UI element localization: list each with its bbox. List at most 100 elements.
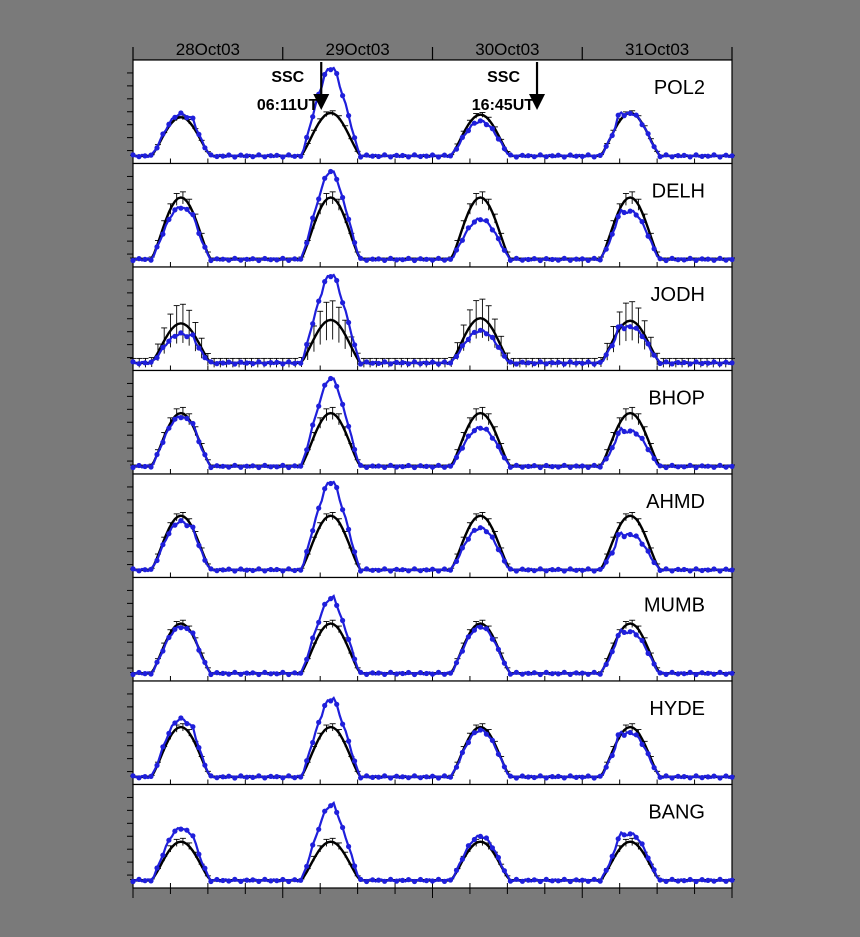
storm-point [693, 773, 699, 779]
storm-point [220, 463, 226, 469]
storm-point [376, 670, 382, 676]
storm-point [705, 256, 711, 262]
storm-point [322, 382, 328, 388]
storm-point [447, 774, 454, 780]
storm-point [184, 334, 190, 340]
storm-point [489, 636, 495, 642]
storm-point [340, 401, 346, 407]
storm-point [717, 154, 723, 160]
storm-point [651, 765, 657, 771]
storm-point [459, 749, 465, 756]
storm-point [495, 547, 501, 553]
storm-point [304, 863, 310, 869]
storm-point [537, 566, 543, 572]
storm-point [657, 670, 663, 676]
storm-point [423, 256, 430, 262]
storm-point [657, 154, 663, 160]
storm-point [178, 330, 184, 336]
storm-point [382, 566, 388, 572]
storm-point [489, 435, 495, 441]
storm-point [567, 671, 573, 678]
storm-point [322, 601, 328, 607]
storm-point [274, 359, 280, 365]
storm-point [244, 360, 250, 366]
storm-point [663, 152, 669, 158]
storm-point [238, 359, 244, 365]
storm-point [136, 462, 142, 469]
storm-point [370, 256, 376, 262]
storm-point [717, 669, 723, 675]
storm-point [136, 775, 142, 781]
storm-point [394, 257, 400, 263]
storm-point [435, 154, 442, 160]
storm-point [184, 625, 190, 632]
storm-point [394, 878, 400, 884]
storm-point [400, 360, 406, 366]
storm-point [663, 359, 669, 365]
storm-point [190, 524, 196, 530]
storm-point [394, 464, 400, 470]
storm-point [585, 773, 591, 779]
storm-point [214, 568, 220, 574]
storm-point [507, 671, 513, 677]
storm-point [555, 671, 561, 677]
storm-point [537, 773, 543, 779]
storm-point [364, 773, 370, 779]
storm-point [423, 567, 430, 573]
storm-point [184, 415, 190, 422]
storm-point [292, 567, 298, 574]
storm-point [603, 867, 609, 873]
storm-point [645, 751, 651, 757]
storm-point [208, 464, 214, 471]
storm-point [525, 774, 531, 780]
storm-point [232, 462, 238, 468]
storm-point [166, 338, 172, 344]
storm-point [388, 462, 394, 468]
storm-point [567, 566, 573, 572]
storm-point [447, 463, 454, 469]
storm-point [459, 648, 465, 654]
storm-point [340, 194, 346, 201]
storm-point [423, 463, 430, 469]
storm-point [459, 237, 465, 243]
storm-point [154, 659, 160, 665]
storm-point [711, 257, 717, 263]
storm-point [579, 360, 585, 366]
storm-point [340, 300, 346, 306]
storm-point [286, 152, 292, 158]
storm-point [142, 774, 148, 780]
storm-point [316, 196, 322, 202]
storm-point [280, 669, 286, 676]
storm-point [669, 669, 675, 675]
storm-point [358, 876, 364, 883]
storm-point [244, 670, 250, 676]
storm-point [292, 153, 298, 159]
storm-point [274, 774, 280, 780]
storm-point [693, 878, 699, 885]
storm-point [465, 843, 471, 849]
storm-point [609, 649, 615, 655]
storm-point [196, 745, 202, 751]
storm-point [507, 878, 513, 884]
storm-point [280, 775, 286, 781]
storm-point [310, 422, 316, 428]
storm-point [717, 361, 723, 367]
storm-point [268, 671, 274, 677]
storm-point [334, 277, 340, 284]
storm-point [405, 462, 412, 469]
storm-point [675, 359, 681, 366]
storm-point [172, 114, 178, 120]
storm-point [208, 878, 214, 885]
storm-point [208, 152, 214, 158]
storm-point [477, 727, 483, 733]
storm-point [226, 566, 232, 572]
storm-point [687, 154, 693, 160]
storm-point [555, 773, 561, 780]
storm-point [423, 878, 430, 884]
storm-point [160, 744, 166, 750]
storm-point [292, 670, 298, 676]
date-tick-label: 28Oct03 [176, 40, 240, 59]
storm-point [154, 355, 160, 361]
storm-point [477, 833, 483, 840]
storm-point [603, 764, 609, 770]
